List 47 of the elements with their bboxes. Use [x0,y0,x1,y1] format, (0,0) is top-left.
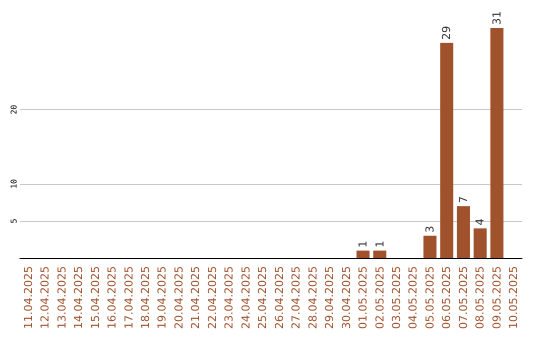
x-tick-label: 16.04.2025 [106,266,119,330]
data-label: 29 [440,26,454,40]
data-label: 31 [490,11,504,25]
y-tick-label: 5 [10,218,18,224]
x-tick-label: 20.04.2025 [172,266,186,330]
y-tick-label: 10 [10,178,18,189]
bar [474,228,487,258]
x-tick-label: 13.04.2025 [55,266,68,330]
x-tick-label: 25.04.2025 [256,266,270,330]
x-tick-label: 22.04.2025 [206,266,219,330]
x-tick-label: 21.04.2025 [189,266,202,330]
x-tick-label: 27.04.2025 [290,266,303,330]
bar [490,28,504,258]
bar [423,236,436,258]
data-label: 7 [456,196,470,204]
x-tick-label: 17.04.2025 [122,266,136,330]
x-tick-label: 02.05.2025 [373,266,386,330]
bar [356,250,370,258]
x-tick-label: 04.05.2025 [406,266,420,330]
data-label: 4 [474,218,487,226]
x-tick-label: 10.05.2025 [507,266,520,330]
x-tick-label: 19.04.2025 [156,266,169,330]
x-tick-label: 05.05.2025 [423,266,436,330]
x-tick-label: 06.05.2025 [440,266,454,330]
x-tick-label: 30.04.2025 [340,266,353,330]
x-tick-label: 01.05.2025 [356,266,370,330]
x-tick-label: 15.04.2025 [88,266,102,330]
x-tick-label: 18.04.2025 [139,266,152,330]
x-tick-label: 29.04.2025 [323,266,336,330]
x-tick-label: 23.04.2025 [222,266,236,330]
bar [440,42,454,258]
x-tick-label: 09.05.2025 [490,266,504,330]
data-label: 1 [356,240,370,248]
x-tick-label: 07.05.2025 [456,266,470,330]
x-tick-label: 14.04.2025 [72,266,86,330]
bar [456,206,470,258]
x-tick-label: 03.05.2025 [390,266,403,330]
x-tick-label: 08.05.2025 [474,266,487,330]
data-label: 1 [373,240,386,248]
x-tick-label: 26.04.2025 [272,266,286,330]
x-tick-label: 12.04.2025 [38,266,52,330]
x-tick-label: 28.04.2025 [306,266,320,330]
y-tick-label: 20 [10,104,18,114]
bar [373,250,386,258]
x-tick-label: 11.04.2025 [22,266,35,330]
data-label: 3 [423,226,436,233]
x-tick-label: 24.04.2025 [239,266,252,330]
